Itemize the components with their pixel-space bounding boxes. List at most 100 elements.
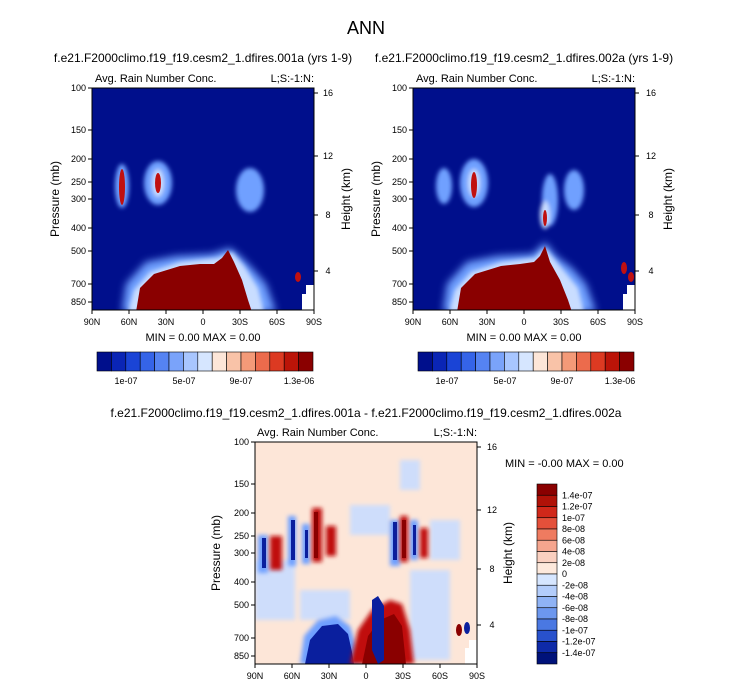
colorbar-swatch [460,351,476,372]
panel-variable: Avg. Rain Number Conc. [257,427,378,439]
svg-text:60N: 60N [442,317,459,327]
colorbar-swatch [226,351,242,372]
panel-title: f.e21.F2000climo.f19_f19.cesm2_1.dfires.… [54,51,352,65]
svg-text:16: 16 [646,88,656,98]
colorbar-swatch [536,506,558,519]
svg-text:300: 300 [234,548,249,558]
svg-text:400: 400 [392,223,407,233]
svg-text:90S: 90S [627,317,643,327]
lat-axis: 90N 60N 30N 0 30S 60S 90S [405,310,643,327]
svg-text:150: 150 [234,479,249,489]
height-axis: 16 12 8 4 [477,442,497,630]
svg-text:16: 16 [487,442,497,452]
panel-title: f.e21.F2000climo.f19_f19.cesm2_1.dfires.… [375,51,673,65]
svg-text:100: 100 [71,83,86,93]
colorbar-swatch [111,351,127,372]
colorbar-swatch [536,584,558,597]
panel-code: L;S:-1:N: [271,73,314,85]
colorbar-swatch [255,351,271,372]
panel-title: f.e21.F2000climo.f19_f19.cesm2_1.dfires.… [111,406,622,420]
y-axis-label: Pressure (mb) [369,161,383,237]
svg-text:8: 8 [325,210,330,220]
colorbar-swatch [139,351,155,372]
y2-axis-label: Height (km) [339,168,353,230]
svg-text:400: 400 [234,577,249,587]
svg-text:1.3e-06: 1.3e-06 [284,376,315,386]
colorbar-swatch [576,351,592,372]
svg-text:4: 4 [325,266,330,276]
colorbar-swatch [504,351,520,372]
pressure-axis: 100 150 200 250 300 400 500 700 850 [392,83,413,307]
panel-code: L;S:-1:N: [434,427,477,439]
svg-text:1e-07: 1e-07 [114,376,137,386]
colorbar-swatch [547,351,563,372]
heatmap-diff [255,442,477,664]
pressure-axis: 100 150 200 250 300 400 500 700 850 [71,83,92,307]
colorbar-swatch [518,351,534,372]
svg-text:12: 12 [646,151,656,161]
colorbar-swatch [536,652,558,665]
lat-axis: 90N 60N 30N 0 30S 60S 90S [84,310,322,327]
low-level-max [136,250,252,310]
svg-text:700: 700 [234,633,249,643]
svg-text:850: 850 [234,651,249,661]
colorbar-swatch [619,351,635,372]
svg-text:90S: 90S [469,671,485,681]
svg-text:850: 850 [71,297,86,307]
colorbar-swatch [536,483,558,496]
svg-text:60N: 60N [284,671,301,681]
svg-text:200: 200 [392,154,407,164]
svg-text:500: 500 [71,246,86,256]
panel-002a: f.e21.F2000climo.f19_f19.cesm2_1.dfires.… [369,51,675,386]
colorbar-label: -1.4e-07 [562,648,596,658]
svg-text:30S: 30S [395,671,411,681]
colorbar-swatch [536,607,558,620]
svg-text:90N: 90N [405,317,422,327]
colorbar-swatch [168,351,184,372]
svg-text:8: 8 [489,564,494,574]
svg-text:0: 0 [521,317,526,327]
colorbar-swatch [536,539,558,552]
colorbar-label: 8e-08 [562,524,585,534]
colorbar-swatch [532,351,548,372]
svg-text:300: 300 [71,194,86,204]
svg-text:1.3e-06: 1.3e-06 [605,376,636,386]
y-axis-label: Pressure (mb) [209,515,223,591]
svg-text:400: 400 [71,223,86,233]
svg-text:90N: 90N [247,671,264,681]
svg-text:100: 100 [234,437,249,447]
svg-text:9e-07: 9e-07 [550,376,573,386]
colorbar-label: 2e-08 [562,558,585,568]
heatmap-001a [92,88,314,310]
svg-text:1e-07: 1e-07 [435,376,458,386]
colorbar-label: -1.2e-07 [562,637,596,647]
lat-axis: 90N 60N 30N 0 30S 60S 90S [247,664,485,681]
colorbar-swatch [561,351,577,372]
colorbar-swatch [536,517,558,530]
svg-text:30N: 30N [158,317,175,327]
panel-stats: MIN = 0.00 MAX = 0.00 [146,332,261,344]
colorbar-swatch [298,351,314,372]
colorbar-swatch [125,351,141,372]
svg-text:700: 700 [392,279,407,289]
svg-text:500: 500 [234,600,249,610]
panel-variable: Avg. Rain Number Conc. [416,73,537,85]
colorbar-swatch [475,351,491,372]
colorbar-top-right: 1e-07 5e-07 9e-07 1.3e-06 [417,351,636,386]
max-feature [119,169,125,205]
svg-text:100: 100 [392,83,407,93]
svg-text:250: 250 [71,177,86,187]
colorbar-swatch [489,351,505,372]
figure-title: ANN [347,18,385,38]
y2-axis-label: Height (km) [661,168,675,230]
colorbar-label: 1.2e-07 [562,502,593,512]
svg-text:850: 850 [392,297,407,307]
colorbar-swatch [211,351,227,372]
svg-text:200: 200 [71,154,86,164]
svg-text:250: 250 [392,177,407,187]
svg-text:16: 16 [323,88,333,98]
svg-text:300: 300 [392,194,407,204]
svg-text:250: 250 [234,531,249,541]
svg-text:60S: 60S [432,671,448,681]
colorbar-swatch [604,351,620,372]
